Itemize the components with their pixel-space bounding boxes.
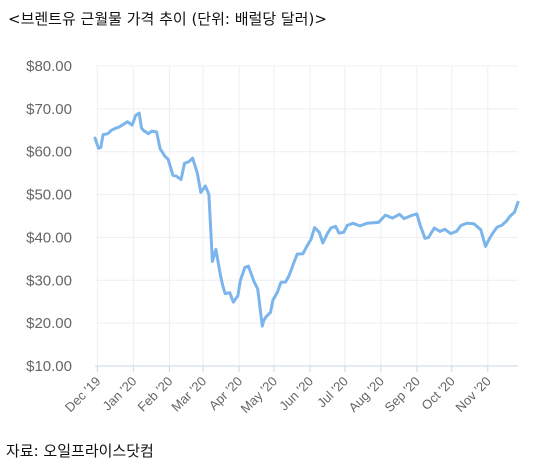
x-tick-label: Mar '20 [168,374,209,415]
x-tick-label: Oct '20 [418,374,457,413]
y-axis-ticks: $80.00 $70.00 $60.00 $50.00 $40.00 $30.00 $20.… [26,58,72,375]
y-tick-label: $70.00 [26,101,72,118]
x-tick-label: Aug '20 [345,374,386,415]
y-tick-label: $80.00 [26,58,72,75]
y-tick-label: $50.00 [26,187,72,204]
brent-price-series-line [93,111,520,328]
chart-title: <브렌트유 근월물 가격 추이 (단위: 배럴당 달러)> [8,10,327,28]
x-tick-label: Sep '20 [382,374,423,415]
x-tick-label: May '20 [238,374,281,417]
y-tick-label: $40.00 [26,229,72,246]
y-tick-label: $20.00 [26,315,72,332]
source-note: 자료: 오일프라이스닷컴 [6,442,154,460]
x-tick-label: Feb '20 [135,374,176,415]
y-tick-label: $60.00 [26,144,72,161]
y-tick-label: $30.00 [26,272,72,289]
x-tick-label: Jan '20 [100,374,140,414]
x-tick-label: Jun '20 [276,374,316,414]
grid-layer [95,65,518,367]
x-tick-label: Dec '19 [62,374,103,415]
y-tick-label: $10.00 [26,358,72,375]
x-tick-label: Nov '20 [452,374,493,415]
